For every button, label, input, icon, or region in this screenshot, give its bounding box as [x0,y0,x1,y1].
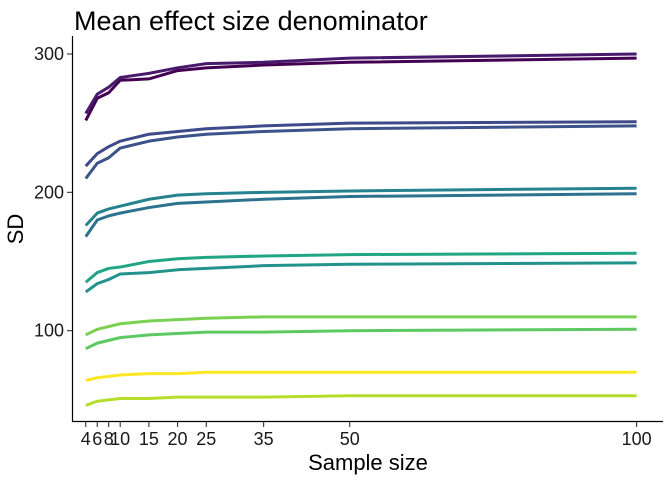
series-line-12 [85,394,637,407]
series-line-2 [84,52,637,115]
y-tick-label: 100 [34,321,64,341]
series-line-11 [85,370,637,382]
series-line-8 [84,261,637,294]
x-tick-label: 25 [196,429,216,449]
x-tick-label: 15 [139,429,159,449]
y-tick-label: 300 [34,44,64,64]
plot-area [84,52,637,407]
series-line-4 [84,124,637,180]
series-line-6 [84,186,637,227]
x-tick-label: 4 [81,429,91,449]
series-line-7 [84,251,637,284]
series-line-10 [85,327,637,351]
series-line-1 [84,56,637,122]
x-tick-label: 10 [110,429,130,449]
x-tick-label: 6 [92,429,102,449]
x-axis-title: Sample size [308,450,428,475]
y-axis-ticks: 100 200 300 [34,44,72,341]
x-tick-label: 20 [168,429,188,449]
x-axis-ticks: 4 6 810 15 20 25 35 50 100 [81,422,652,449]
x-tick-label: 35 [254,429,274,449]
x-tick-label: 8 [104,429,114,449]
series-line-5 [84,192,637,238]
y-tick-label: 200 [34,182,64,202]
y-axis-title: SD [3,214,28,245]
chart-title: Mean effect size denominator [74,6,428,36]
x-tick-label: 100 [622,429,652,449]
series-line-3 [84,120,637,168]
x-tick-label: 50 [340,429,360,449]
series-line-9 [85,315,637,337]
